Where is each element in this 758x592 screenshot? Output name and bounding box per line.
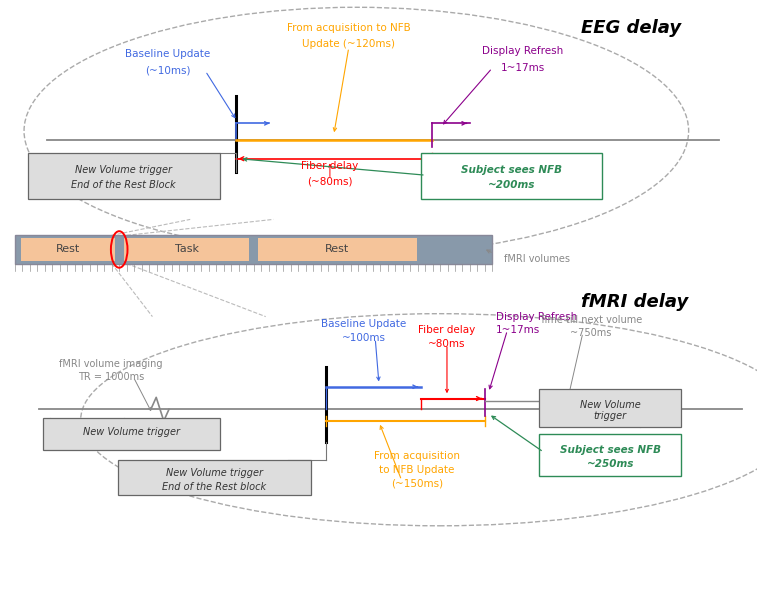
Text: Rest: Rest: [56, 244, 80, 255]
Text: 1~17ms: 1~17ms: [500, 63, 544, 73]
Text: fMRI delay: fMRI delay: [581, 293, 688, 311]
Text: Subject sees NFB: Subject sees NFB: [559, 445, 661, 455]
FancyBboxPatch shape: [124, 237, 249, 261]
Text: Time till next volume: Time till next volume: [539, 314, 642, 324]
Text: New Volume trigger: New Volume trigger: [83, 426, 180, 436]
FancyBboxPatch shape: [258, 237, 417, 261]
Text: Update (~120ms): Update (~120ms): [302, 40, 395, 49]
Text: Display Refresh: Display Refresh: [496, 311, 578, 321]
FancyBboxPatch shape: [43, 418, 221, 451]
Text: fMRI volumes: fMRI volumes: [503, 255, 569, 265]
Text: EEG delay: EEG delay: [581, 19, 681, 37]
Text: New Volume trigger: New Volume trigger: [75, 166, 172, 175]
Text: trigger: trigger: [594, 411, 627, 421]
Text: (~80ms): (~80ms): [307, 176, 352, 186]
FancyBboxPatch shape: [539, 388, 681, 427]
Text: Display Refresh: Display Refresh: [482, 47, 563, 56]
Text: (~10ms): (~10ms): [145, 66, 190, 76]
Text: ~200ms: ~200ms: [487, 180, 535, 190]
Text: 1~17ms: 1~17ms: [496, 325, 540, 335]
Text: Fiber delay: Fiber delay: [418, 325, 475, 335]
Text: New Volume trigger: New Volume trigger: [166, 468, 263, 478]
Text: Subject sees NFB: Subject sees NFB: [461, 166, 562, 175]
Text: End of the Rest Block: End of the Rest Block: [71, 180, 176, 190]
Text: From acquisition to NFB: From acquisition to NFB: [287, 23, 411, 33]
Text: Baseline Update: Baseline Update: [321, 319, 406, 329]
Text: to NFB Update: to NFB Update: [379, 465, 455, 475]
Text: ~250ms: ~250ms: [587, 459, 634, 469]
FancyBboxPatch shape: [421, 153, 602, 199]
Text: From acquisition: From acquisition: [374, 451, 460, 461]
Text: Rest: Rest: [325, 244, 349, 255]
FancyBboxPatch shape: [539, 435, 681, 476]
FancyBboxPatch shape: [28, 153, 221, 199]
Text: New Volume: New Volume: [580, 400, 641, 410]
Text: End of the Rest block: End of the Rest block: [162, 482, 266, 492]
Text: TR = 1000ms: TR = 1000ms: [78, 372, 144, 382]
Text: fMRI volume imaging: fMRI volume imaging: [59, 359, 163, 369]
Text: ~750ms: ~750ms: [570, 327, 611, 337]
FancyBboxPatch shape: [15, 235, 492, 263]
FancyBboxPatch shape: [21, 237, 115, 261]
FancyBboxPatch shape: [118, 460, 311, 495]
Text: Task: Task: [175, 244, 199, 255]
Text: ~100ms: ~100ms: [342, 333, 386, 343]
Text: Fiber delay: Fiber delay: [301, 162, 359, 171]
Text: (~150ms): (~150ms): [390, 478, 443, 488]
Text: Baseline Update: Baseline Update: [125, 49, 210, 59]
Text: ~80ms: ~80ms: [428, 339, 465, 349]
